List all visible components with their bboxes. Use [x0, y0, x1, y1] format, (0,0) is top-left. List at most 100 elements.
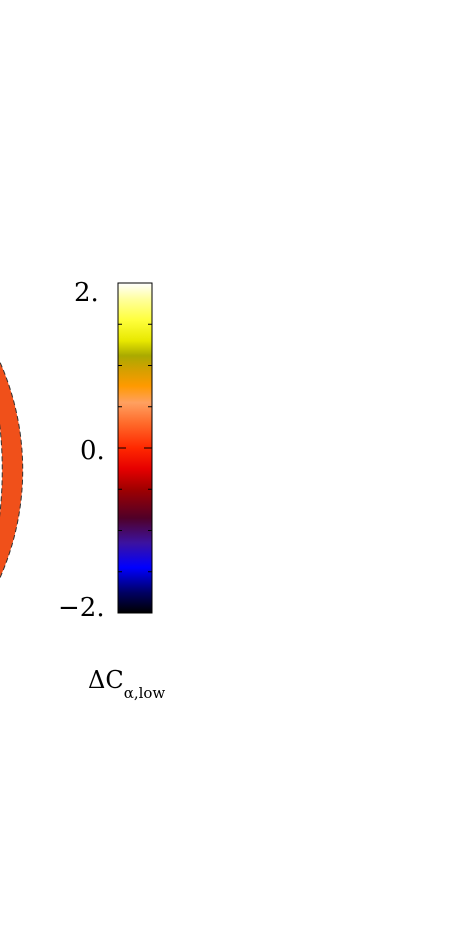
contour-line — [169, 104, 218, 146]
field-patch — [90, 50, 140, 140]
colorbar-quantity-label: ΔCα,low — [88, 666, 165, 702]
contour-line — [106, 848, 136, 897]
contour-line — [346, 279, 403, 370]
field-patch — [312, 390, 348, 450]
contour-line — [126, 78, 176, 124]
contour-line — [0, 137, 23, 803]
field-patch — [142, 97, 267, 204]
contour-line — [218, 789, 242, 812]
contour-line — [306, 193, 374, 272]
contour-line — [331, 488, 427, 555]
contour-line — [124, 857, 218, 913]
field-patch — [340, 271, 411, 369]
contour-line — [360, 503, 406, 538]
contour-line — [0, 137, 23, 803]
contour-line — [149, 100, 226, 157]
contour-line — [273, 283, 304, 316]
contour-line — [127, 109, 155, 151]
field-patch — [210, 784, 246, 816]
colorbar-tick-label-zero: 0. — [80, 436, 105, 466]
contour-line — [356, 291, 396, 354]
contour-line — [139, 95, 272, 203]
field-patch — [345, 665, 405, 735]
contour-line — [0, 137, 23, 803]
contour-line — [305, 380, 352, 463]
contour-line — [303, 798, 357, 843]
contour-line — [368, 571, 426, 654]
contour-line — [230, 709, 309, 799]
contour-line — [323, 208, 359, 251]
contour-line — [171, 122, 243, 174]
field-patch — [370, 405, 430, 495]
contour-line — [283, 232, 322, 290]
field-patch — [94, 47, 206, 153]
contour-line — [385, 589, 416, 631]
field-patch — [276, 286, 304, 314]
contour-line — [160, 110, 258, 184]
contour-line — [271, 280, 308, 318]
colorbar — [117, 282, 153, 614]
contour-line — [0, 137, 23, 803]
contour-line — [273, 221, 330, 304]
contour-line — [327, 582, 373, 661]
contour-line — [420, 461, 457, 544]
contour-line — [276, 287, 303, 313]
contour-line — [230, 162, 285, 207]
contour-line — [291, 640, 323, 668]
field-patch — [378, 580, 422, 640]
contour-line — [319, 399, 343, 440]
contour-line — [99, 51, 202, 142]
contour-line — [152, 871, 201, 902]
contour-line — [276, 773, 377, 856]
field-patch — [426, 470, 454, 530]
contour-line — [0, 142, 23, 798]
contour-line — [104, 800, 168, 882]
colorbar-tick-label-max: 2. — [74, 278, 99, 308]
quantity-symbol: ΔC — [88, 666, 124, 694]
contour-line — [379, 583, 423, 643]
contour-line — [156, 104, 223, 152]
contour-line — [248, 727, 303, 788]
contour-line — [124, 819, 158, 862]
contour-line — [312, 392, 349, 452]
contour-line — [357, 677, 398, 727]
contour-line — [0, 166, 23, 774]
contour-line — [212, 785, 246, 816]
contour-line — [142, 91, 231, 160]
contour-line — [89, 58, 139, 141]
field-patch — [345, 495, 415, 545]
contour-line — [0, 184, 23, 756]
quantity-subscript: α,low — [123, 684, 166, 702]
contour-line — [0, 151, 23, 789]
contour-line — [114, 814, 165, 872]
field-patch — [137, 857, 214, 912]
contour-line — [97, 64, 135, 133]
field-patch — [115, 810, 165, 870]
contour-line — [221, 148, 299, 217]
contour-line — [103, 71, 130, 122]
contour-line — [120, 105, 160, 163]
contour-line — [431, 479, 450, 521]
contour-line — [101, 842, 138, 904]
contour-line — [138, 766, 237, 837]
contour-line — [0, 137, 23, 803]
field-patch — [106, 845, 134, 895]
contour-line — [318, 565, 379, 677]
field-patch — [133, 755, 247, 846]
field-patch — [280, 774, 379, 866]
contour-line — [284, 633, 333, 678]
contour-line — [380, 419, 422, 483]
field-patch — [230, 711, 313, 800]
contour-line — [317, 201, 368, 260]
contour-line — [255, 736, 290, 774]
field-patch — [149, 90, 232, 161]
contour-line — [202, 778, 250, 823]
field-patch — [328, 580, 372, 660]
contour-line — [0, 137, 23, 803]
contour-line — [0, 137, 23, 803]
contour-line — [0, 171, 23, 769]
contour-line — [279, 290, 299, 311]
